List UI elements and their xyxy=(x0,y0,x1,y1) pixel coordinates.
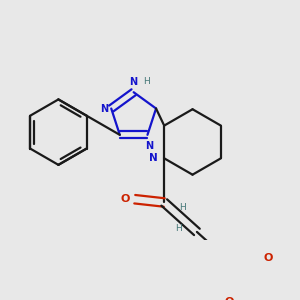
Text: N: N xyxy=(100,103,108,113)
Text: O: O xyxy=(121,194,130,204)
Text: O: O xyxy=(225,297,234,300)
Text: N: N xyxy=(130,77,138,87)
Text: H: H xyxy=(176,224,182,233)
Text: N: N xyxy=(149,153,158,163)
Text: H: H xyxy=(143,77,149,86)
Text: O: O xyxy=(263,253,273,263)
Text: H: H xyxy=(179,203,186,212)
Text: N: N xyxy=(145,141,153,152)
